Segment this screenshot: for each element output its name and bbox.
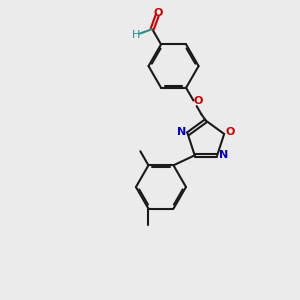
Text: N: N	[219, 150, 228, 160]
Text: O: O	[154, 8, 163, 17]
Text: O: O	[226, 128, 235, 137]
Text: O: O	[194, 95, 203, 106]
Text: N: N	[177, 128, 186, 137]
Text: H: H	[131, 30, 140, 40]
